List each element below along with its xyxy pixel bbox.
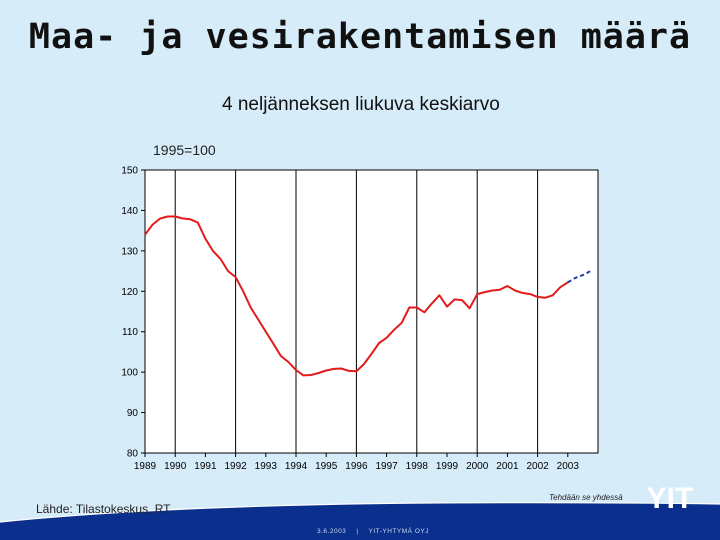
series-group [144,215,591,377]
y-tick-label: 140 [121,206,138,217]
grid-lines [174,170,539,453]
slide-title: Maa- ja vesirakentamisen määrä [28,17,692,57]
x-tick-label: 1997 [375,461,398,472]
x-tick-label: 1989 [134,461,157,472]
footer-separator: | [356,528,359,535]
x-tick-label: 1995 [315,461,338,472]
x-tick-label: 2003 [557,461,580,472]
x-tick-label: 1993 [255,461,278,472]
footer-date: 3.6.2003 [317,528,347,535]
x-tick-label: 1994 [285,461,308,472]
footer-wave [0,501,720,540]
source-note: Lähde: Tilastokeskus, RT [36,502,171,516]
slide-subtitle: 4 neljänneksen liukuva keskiarvo [222,94,500,115]
y-tick-label: 90 [127,408,139,419]
x-tick-label: 1990 [164,461,187,472]
index-base-note: 1995=100 [153,142,216,158]
x-tick-label: 1996 [345,461,368,472]
plot-area [144,169,599,454]
x-tick-label: 1991 [194,461,217,472]
y-tick-label: 120 [121,287,138,298]
y-tick-label: 80 [127,449,139,460]
footer-company: YIT-YHTYMÄ OYJ [368,528,429,535]
y-axis: 80 90 100 110 120 130 140 150 [121,166,145,460]
x-tick-label: 2000 [466,461,489,472]
yit-logo-icon: YIT [647,482,694,512]
x-tick-label: 1992 [224,461,247,472]
svg-text:YIT: YIT [647,482,694,512]
x-tick-label: 1999 [436,461,459,472]
y-tick-label: 150 [121,166,138,177]
x-tick-label: 2002 [526,461,549,472]
y-tick-label: 110 [122,327,138,338]
footer-bar: 3.6.2003 | YIT-YHTYMÄ OYJ [312,528,434,535]
x-axis: 1989 1990 1991 1992 1993 1994 1995 1996 1997 1998… [134,453,579,472]
x-tick-label: 2001 [496,461,519,472]
forecast-series-line [567,270,591,284]
company-tagline: Tehdään se yhdessä [549,493,623,502]
data-series-line [144,215,569,377]
y-tick-label: 130 [121,246,138,257]
x-tick-label: 1998 [406,461,429,472]
y-tick-label: 100 [121,368,138,379]
